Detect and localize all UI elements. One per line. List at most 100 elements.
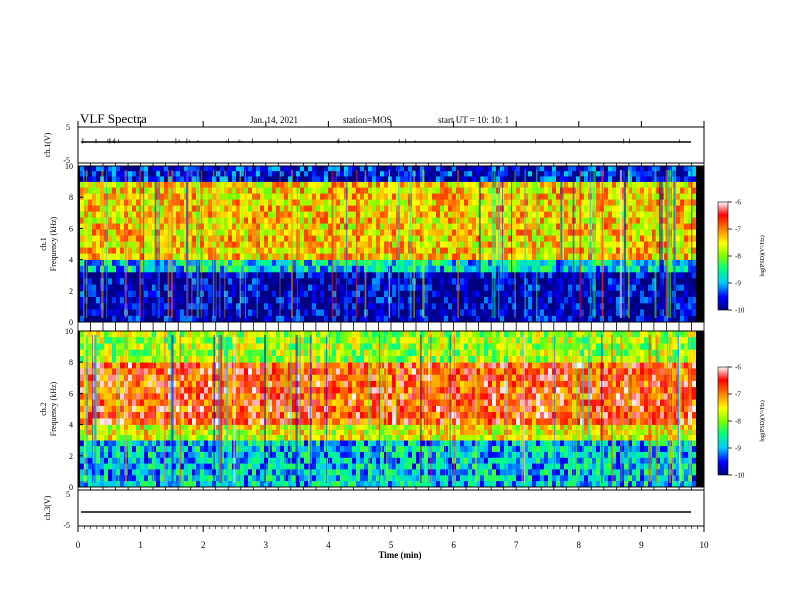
ch1-spectrogram-cell [476, 253, 480, 260]
ch1-spectrogram-cell [368, 166, 372, 172]
ch1-spectrogram-cell [452, 235, 456, 242]
ch1-spectrogram-cell [204, 193, 208, 200]
ch1-spectrogram-cell [120, 241, 124, 248]
ch1-spectrogram-cell [516, 278, 520, 285]
ch1-spectrogram-cell [644, 193, 648, 200]
ch2-spectrogram-cell [136, 440, 140, 447]
ch1-spectrogram-cell [472, 247, 476, 254]
ch1-spectrogram-cell [676, 297, 680, 304]
ch1-spectrogram-cell [652, 217, 656, 224]
ch2-spectrogram-cell [388, 451, 392, 459]
ch1-spectrogram-cell [532, 223, 536, 230]
ch1-spectrogram-cell [296, 272, 300, 279]
ch1-spectrogram-cell [392, 265, 396, 273]
ch2-spectrogram-cell [80, 463, 84, 470]
ch1-spectrogram-cell [472, 181, 476, 188]
ch1-spectrogram-cell [556, 241, 560, 248]
ch2-spectrogram-cell [200, 475, 204, 482]
ch2-spectrogram-cell [92, 481, 96, 488]
ch1-spectrogram-cell [404, 166, 408, 172]
ch1-spectrogram-cell [284, 247, 288, 254]
ch1-spectrogram-cell [428, 253, 432, 260]
ch1-spectrogram-cell [564, 235, 568, 242]
ch1-spectrogram-cell [308, 253, 312, 260]
ch1-spectrogram-cell [448, 193, 452, 200]
ch1-spectrogram-cell [356, 309, 360, 316]
ch1-spectrogram-cell [228, 223, 232, 230]
ch1-spectrogram-cell [220, 259, 224, 267]
ch1-spectrogram-cell [424, 247, 428, 254]
ch2-spectrogram-cell [176, 475, 180, 482]
ch1-spectrogram-cell [556, 253, 560, 260]
ch1-spectrogram-cell [240, 253, 244, 260]
ch1-spectrogram-cell [676, 241, 680, 248]
ch1-spectrogram-cell [324, 265, 328, 273]
ch1-spectrogram-cell [516, 217, 520, 224]
ch1-spectrogram-cell [216, 247, 220, 254]
ch2-spectrogram-cell [160, 469, 164, 476]
ch1-spectrogram-cell [628, 315, 632, 323]
ch2-spectrogram-cell [260, 457, 264, 464]
ch1-spectrogram-cell [580, 297, 584, 304]
ch2-spectrogram-cell [460, 446, 464, 453]
ch1-spectrogram-cell [636, 315, 640, 323]
ch2-spectrogram-cell [272, 457, 276, 464]
ch1-spectrogram-cell [688, 193, 692, 200]
ch1-spectrogram-cell [452, 211, 456, 218]
ch2-spectrogram-cell [424, 481, 428, 488]
ch1-spectrogram-cell [656, 235, 660, 242]
ch1-spectrogram-cell [584, 303, 588, 310]
ch1-spectrogram-cell [508, 315, 512, 323]
ch1-spectrogram-cell [440, 181, 444, 188]
ch1-spectrogram-cell [648, 199, 652, 206]
ch2-spectrogram-cell [340, 469, 344, 476]
ch1-spectrogram-cell [280, 211, 284, 218]
ch1-spectrogram-cell [332, 247, 336, 254]
ch2-spectrogram-cell [244, 440, 248, 447]
ch1-spectrogram-cell [564, 272, 568, 279]
ch1-spectrogram-cell [220, 205, 224, 212]
ch1-spectrogram-cell [608, 193, 612, 200]
ch1-spectrogram-cell [508, 253, 512, 260]
ch1-spectrogram-cell [340, 259, 344, 267]
ch1-spectrogram-cell [484, 265, 488, 273]
ch2-spectrogram-cell [160, 475, 164, 482]
ch1-spectrogram-cell [136, 199, 140, 206]
ch1-spectrogram-cell [516, 235, 520, 242]
ch1-spectrogram-cell [120, 290, 124, 298]
ch1-spectrogram-cell [560, 315, 564, 323]
ch2-spectrogram-cell [336, 469, 340, 476]
ch1-spectrogram-cell [268, 181, 272, 188]
ch2-spectrogram-cell [256, 481, 260, 488]
ch1-spectrogram-cell [292, 284, 296, 292]
ch1-spectrogram-cell [632, 259, 636, 267]
ch1-spectrogram-cell [176, 309, 180, 316]
ch2-spectrogram-cell [328, 481, 332, 488]
ch1-spectrogram-cell [404, 278, 408, 285]
ch1-spectrogram-cell [108, 193, 112, 200]
ch1-spectrogram-cell [156, 166, 160, 172]
ch1-spectrogram-cell [392, 259, 396, 267]
ch1-spectrogram-cell [640, 315, 644, 323]
ch1-spectrogram-cell [292, 223, 296, 230]
ch1-spectrogram-cell [88, 297, 92, 304]
ch1-spectrogram-cell [564, 171, 568, 177]
ch1-spectrogram-cell [516, 284, 520, 292]
ch1-spectrogram-cell [652, 223, 656, 230]
ch2-spectrogram-cell [140, 457, 144, 464]
ch1-spectrogram-cell [332, 171, 336, 177]
ch1-spectrogram-cell [440, 259, 444, 267]
ch1-spectrogram-cell [676, 259, 680, 267]
ch1-spectrogram-cell [612, 176, 616, 182]
ch1-spectrogram-cell [440, 265, 444, 273]
ch1-spectrogram-cell [468, 211, 472, 218]
ch1-spectrogram-cell [664, 166, 668, 172]
ch1-spectrogram-cell [644, 176, 648, 182]
ch2-spectrogram-cell [84, 481, 88, 488]
ch1-spectrogram-cell [264, 278, 268, 285]
ch1-spectrogram-cell [536, 166, 540, 172]
ch1-spectrogram-cell [420, 223, 424, 230]
ch1-spectrogram-cell [160, 193, 164, 200]
ch1-spectrogram-cell [88, 223, 92, 230]
ch1-spectrogram-cell [88, 176, 92, 182]
